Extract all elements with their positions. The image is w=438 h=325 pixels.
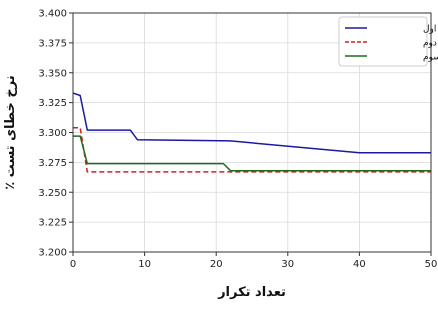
y-tick-label: 3.350 [38,68,67,79]
x-axis-title: تعداد تکرار [217,285,286,300]
legend-box [338,16,428,67]
y-tick-label: 3.300 [38,128,67,139]
x-tick-label: 30 [281,259,294,270]
legend-label-1: اجرای اول [423,25,438,35]
y-tick-label: 3.200 [38,248,67,259]
series-line-1 [72,92,431,154]
series-lines [72,92,431,173]
x-tick-label: 0 [70,259,76,270]
series-line-3 [73,135,431,172]
x-axis-ticks: 0 10 20 30 40 50 [70,252,438,270]
y-axis-title: نرخ خطای تست ٪ [3,75,18,190]
y-tick-label: 3.325 [38,98,67,109]
y-tick-label: 3.225 [38,218,67,229]
y-tick-label: 3.400 [38,9,67,20]
x-tick-label: 50 [425,259,438,270]
x-tick-label: 40 [353,259,366,270]
y-tick-label: 3.275 [38,158,67,169]
y-tick-label: 3.375 [38,38,67,49]
series-line-2 [73,126,431,173]
x-tick-label: 10 [138,259,151,270]
y-tick-label: 3.250 [38,188,67,199]
y-axis-ticks: 3.200 3.225 3.250 3.275 3.300 3.325 3.350 3.375… [38,9,73,259]
legend: اجرای اول اجرای دوم اجرای سوم [338,16,438,67]
legend-label-2: اجرای دوم [423,39,438,49]
x-tick-label: 20 [210,259,223,270]
legend-label-3: اجرای سوم [423,53,438,63]
